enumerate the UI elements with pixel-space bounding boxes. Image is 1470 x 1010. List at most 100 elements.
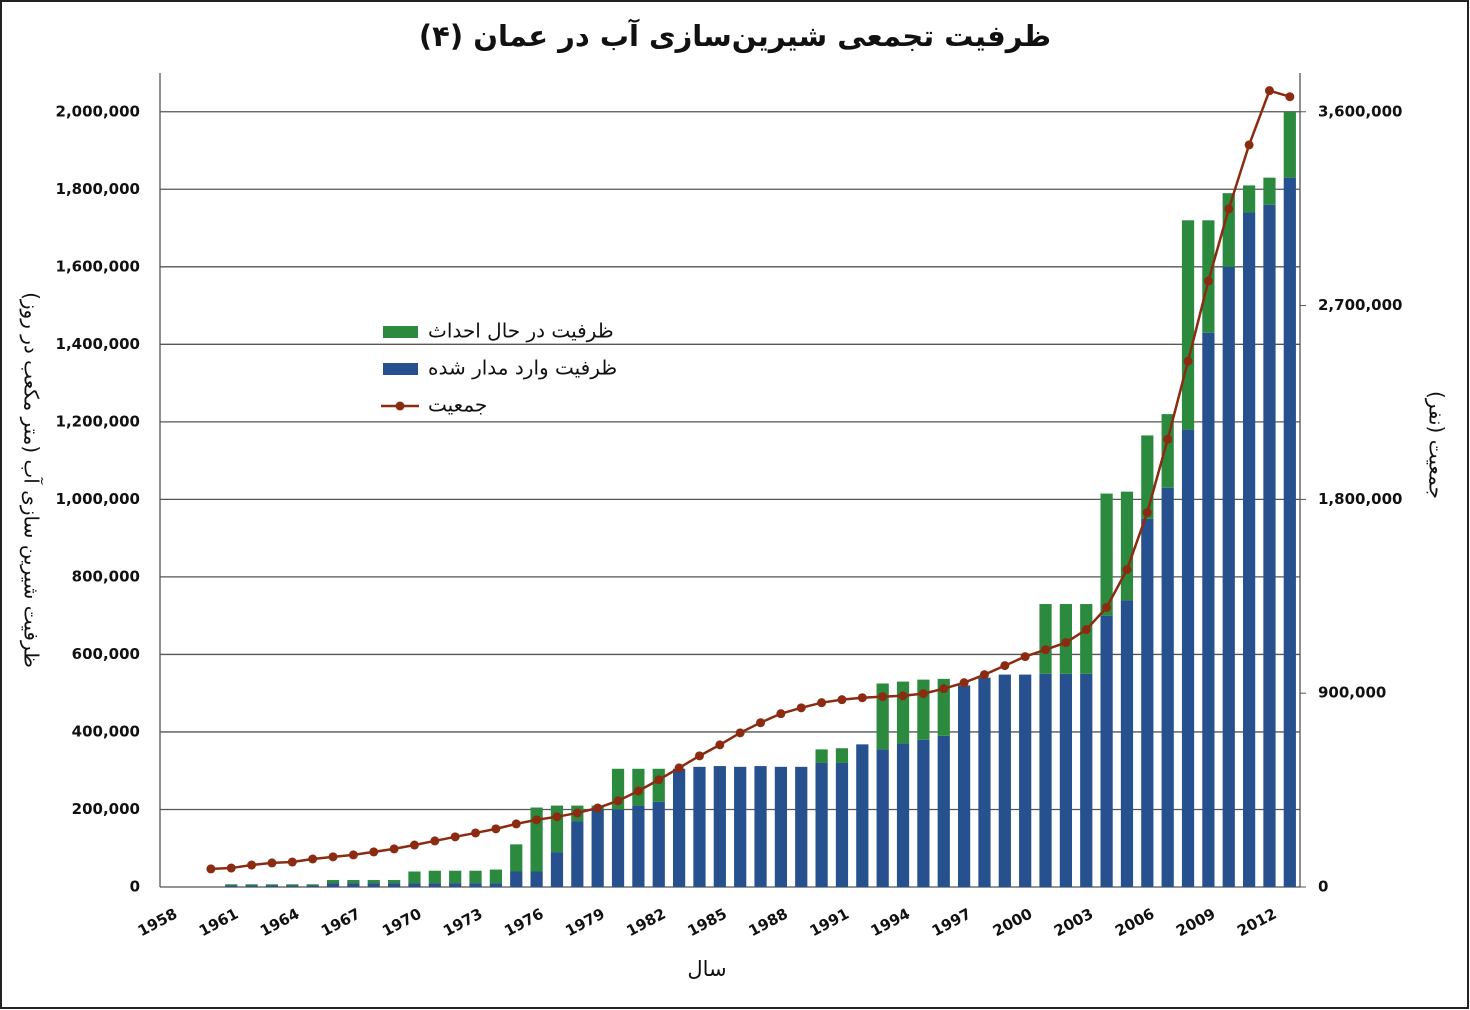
population-point bbox=[715, 740, 725, 750]
population-point bbox=[633, 786, 643, 796]
bar-segment bbox=[1181, 429, 1195, 887]
bar-segment bbox=[998, 674, 1011, 887]
bar-segment bbox=[815, 762, 828, 887]
population-point bbox=[1041, 645, 1051, 655]
population-point bbox=[450, 832, 460, 842]
bar-segment bbox=[388, 883, 401, 887]
bar-segment bbox=[449, 870, 462, 884]
bar-segment bbox=[835, 762, 849, 887]
bar-segment bbox=[1100, 493, 1113, 616]
bar-segment bbox=[306, 885, 319, 887]
population-point bbox=[1285, 92, 1295, 102]
bar-segment bbox=[530, 807, 543, 872]
population-point bbox=[898, 691, 908, 701]
y2-tick-label: 900,000 bbox=[1318, 684, 1386, 702]
bar-segment bbox=[652, 768, 665, 802]
bar-segment bbox=[1039, 673, 1052, 887]
bar-segment bbox=[1202, 332, 1215, 887]
population-point bbox=[572, 808, 582, 818]
bar-segment bbox=[937, 678, 950, 736]
y-tick-label: 2,000,000 bbox=[56, 102, 140, 120]
bar-segment bbox=[1019, 674, 1032, 887]
bar-segment bbox=[245, 884, 258, 886]
bar-segment bbox=[693, 766, 706, 887]
bar-segment bbox=[876, 683, 889, 750]
bar-segment bbox=[611, 809, 625, 887]
y2-axis-title: جمعیت (نفر) bbox=[1425, 391, 1449, 499]
y-tick-label: 0 bbox=[130, 878, 140, 896]
population-point bbox=[1244, 140, 1254, 150]
bar-segment bbox=[876, 749, 889, 887]
bar-segment bbox=[1243, 212, 1256, 888]
population-point bbox=[308, 854, 318, 864]
bar-segment bbox=[1263, 204, 1276, 888]
bar-segment bbox=[896, 743, 910, 887]
bar-segment bbox=[1181, 220, 1195, 430]
bar-segment bbox=[1243, 185, 1256, 213]
bar-segment bbox=[428, 883, 441, 887]
bar-segment bbox=[306, 884, 319, 886]
bar-segment bbox=[673, 768, 686, 887]
population-point bbox=[735, 728, 745, 738]
population-point bbox=[226, 863, 236, 873]
bar-segment bbox=[428, 870, 441, 884]
y-axis-title: ظرفیت شیرین سازی آب (متر مکعب در روز) bbox=[20, 292, 45, 668]
legend-marker bbox=[395, 401, 405, 411]
population-point bbox=[511, 819, 521, 829]
bar-segment bbox=[1161, 487, 1174, 887]
chart-title: ظرفیت تجمعی شیرین‌سازی آب در عمان (۴) bbox=[419, 18, 1051, 53]
bar-segment bbox=[1120, 600, 1134, 887]
bar-segment bbox=[978, 677, 991, 887]
population-point bbox=[979, 670, 989, 680]
bar-segment bbox=[632, 805, 645, 887]
bar-segment bbox=[489, 869, 502, 884]
population-point bbox=[206, 864, 216, 874]
bar-segment bbox=[937, 735, 950, 887]
population-point bbox=[471, 828, 481, 838]
y-tick-label: 1,600,000 bbox=[56, 257, 140, 275]
bar-segment bbox=[856, 744, 869, 887]
bar-segment bbox=[286, 884, 299, 886]
population-point bbox=[796, 703, 806, 713]
population-point bbox=[389, 844, 399, 854]
bar-segment bbox=[1263, 177, 1276, 205]
population-point bbox=[837, 695, 847, 705]
bar-segment bbox=[1222, 266, 1235, 887]
y-tick-label: 1,400,000 bbox=[56, 335, 140, 353]
population-point bbox=[287, 857, 297, 867]
population-point bbox=[593, 803, 603, 813]
bar-segment bbox=[347, 880, 360, 884]
population-point bbox=[1061, 638, 1071, 648]
bar-segment bbox=[1283, 177, 1296, 887]
legend-label: ظرفیت در حال احداث bbox=[428, 319, 614, 343]
bar-segment bbox=[591, 809, 604, 887]
bar-segment bbox=[795, 766, 808, 887]
bar-segment bbox=[652, 801, 665, 887]
bar-segment bbox=[388, 880, 401, 884]
population-point bbox=[857, 693, 867, 703]
population-point bbox=[532, 815, 542, 825]
bar-segment bbox=[265, 884, 279, 886]
bar-segment bbox=[510, 871, 523, 887]
bar-segment bbox=[367, 883, 380, 887]
population-point bbox=[959, 678, 969, 688]
bar-segment bbox=[1222, 193, 1235, 267]
population-point bbox=[1264, 86, 1274, 96]
population-point bbox=[878, 692, 888, 702]
population-point bbox=[1102, 602, 1112, 612]
legend-label: جمعیت bbox=[428, 393, 487, 417]
bar-segment bbox=[286, 885, 299, 887]
bar-segment bbox=[550, 852, 564, 887]
population-point bbox=[776, 709, 786, 719]
population-point bbox=[552, 812, 562, 822]
population-point bbox=[1000, 661, 1010, 671]
bar-segment bbox=[1100, 615, 1113, 887]
population-point bbox=[756, 718, 766, 728]
bar-segment bbox=[1039, 604, 1052, 674]
population-point bbox=[817, 698, 827, 708]
population-point bbox=[1081, 625, 1091, 635]
x-axis-title: سال bbox=[687, 957, 726, 981]
y-tick-label: 200,000 bbox=[72, 800, 140, 818]
population-point bbox=[491, 824, 501, 834]
bar-segment bbox=[225, 885, 238, 887]
